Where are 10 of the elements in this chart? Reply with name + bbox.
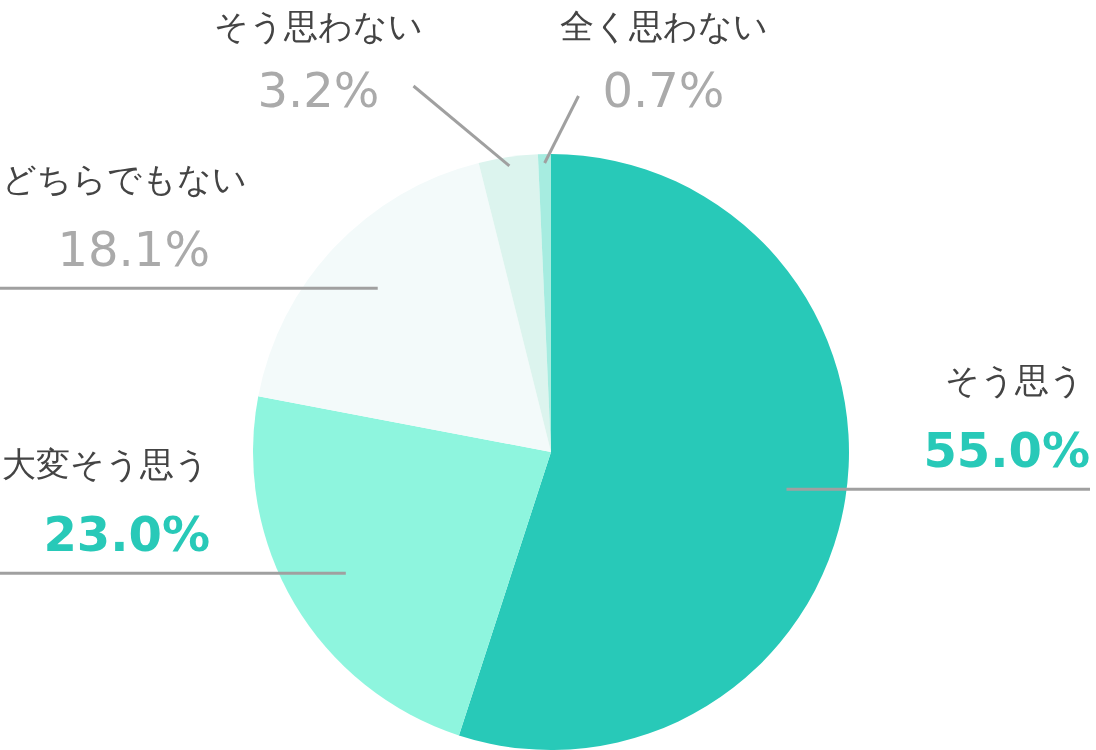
slice-label: 大変そう思う [2,444,209,485]
slice-label: そう思う [945,360,1084,401]
slice-label: そう思わない [214,6,423,46]
slice-label: どちらでもない [2,159,247,200]
data-label: 55.0% [923,422,1090,479]
data-label: 18.1% [57,221,210,278]
data-label: 0.7% [602,62,725,118]
data-label: 23.0% [43,506,210,563]
data-label: 3.2% [257,62,380,118]
slice-label: 全く思わない [559,6,768,46]
